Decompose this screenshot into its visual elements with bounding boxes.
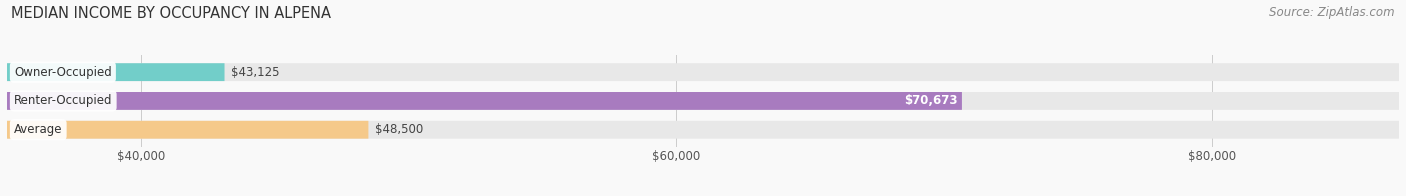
FancyBboxPatch shape xyxy=(7,63,1399,81)
Text: Source: ZipAtlas.com: Source: ZipAtlas.com xyxy=(1270,6,1395,19)
Text: Owner-Occupied: Owner-Occupied xyxy=(14,66,111,79)
FancyBboxPatch shape xyxy=(7,121,1399,139)
FancyBboxPatch shape xyxy=(7,92,962,110)
Text: $43,125: $43,125 xyxy=(232,66,280,79)
Text: $48,500: $48,500 xyxy=(375,123,423,136)
FancyBboxPatch shape xyxy=(7,121,368,139)
Text: Renter-Occupied: Renter-Occupied xyxy=(14,94,112,107)
FancyBboxPatch shape xyxy=(7,92,1399,110)
Text: $70,673: $70,673 xyxy=(904,94,957,107)
FancyBboxPatch shape xyxy=(7,63,225,81)
Text: MEDIAN INCOME BY OCCUPANCY IN ALPENA: MEDIAN INCOME BY OCCUPANCY IN ALPENA xyxy=(11,6,332,21)
Text: Average: Average xyxy=(14,123,62,136)
